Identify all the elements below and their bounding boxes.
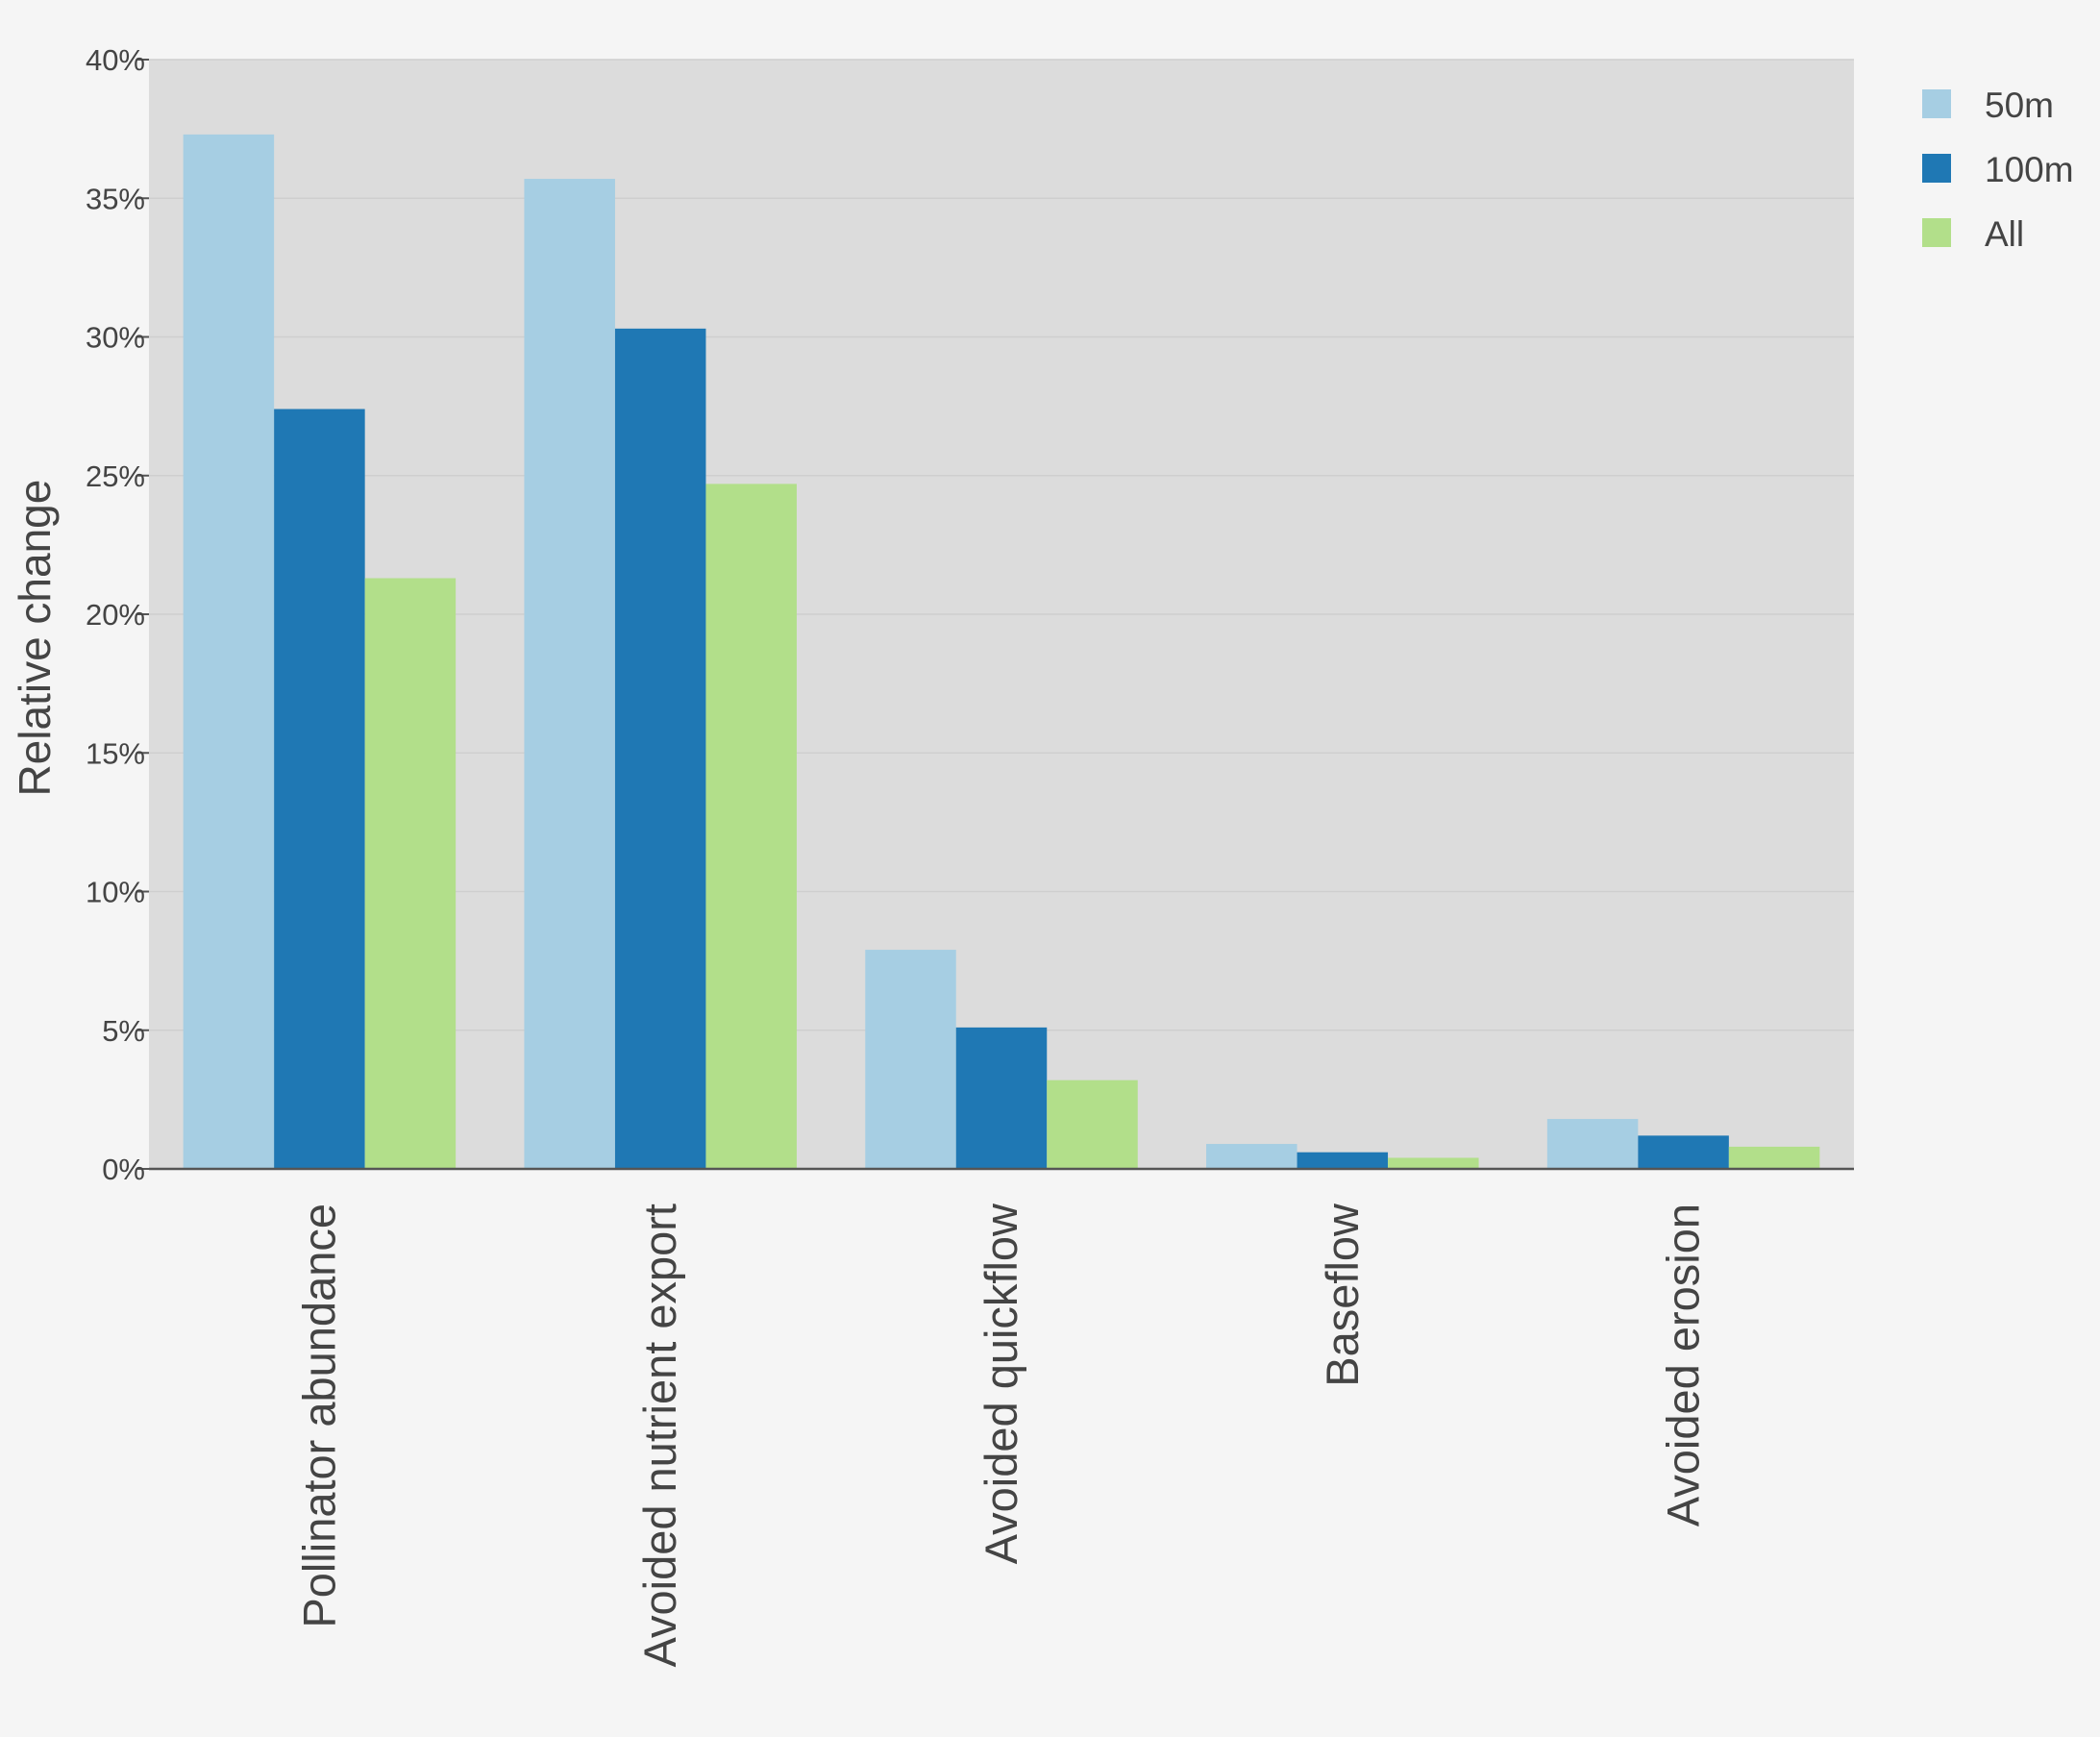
bar-50m-baseflow <box>1206 1144 1297 1169</box>
bars <box>183 134 1820 1170</box>
y-tick-label: 15% <box>86 736 145 770</box>
legend: 50m 100m All <box>1922 86 2074 254</box>
x-category-label: Pollinator abundance <box>293 1203 344 1628</box>
y-tick-label: 35% <box>86 182 145 215</box>
bar-100m-baseflow <box>1297 1152 1389 1169</box>
x-category-label: Avoided erosion <box>1658 1203 1709 1526</box>
legend-swatch-100m <box>1922 154 1951 183</box>
y-tick-label: 5% <box>102 1014 145 1048</box>
bar-all-baseflow <box>1388 1157 1479 1169</box>
y-tick-label: 25% <box>86 459 145 493</box>
x-category-label: Avoided nutrient export <box>634 1203 685 1668</box>
bar-50m-pollinator-abundance <box>183 134 275 1169</box>
bar-50m-avoided-erosion <box>1546 1119 1639 1169</box>
bar-all-avoided-nutrient-export <box>705 484 797 1169</box>
y-tick-label: 20% <box>86 598 145 632</box>
x-category-label: Baseflow <box>1317 1203 1368 1387</box>
legend-label-100m: 100m <box>1985 150 2074 189</box>
y-tick-label: 40% <box>86 43 145 77</box>
y-tick-label: 0% <box>102 1153 145 1186</box>
y-tick-label: 30% <box>86 321 145 355</box>
legend-label-all: All <box>1985 214 2024 254</box>
legend-label-50m: 50m <box>1985 86 2054 125</box>
bar-all-pollinator-abundance <box>364 578 457 1169</box>
bar-all-avoided-quickflow <box>1047 1079 1138 1169</box>
legend-swatch-50m <box>1922 89 1951 118</box>
bar-100m-pollinator-abundance <box>274 409 365 1169</box>
bar-100m-avoided-nutrient-export <box>614 328 706 1170</box>
y-axis-ticks: 0% 5% 10% 15% 20% 25% 30% 35% 40% <box>86 43 149 1186</box>
y-axis-title: Relative change <box>10 480 60 797</box>
y-tick-label: 10% <box>86 876 145 909</box>
bar-50m-avoided-nutrient-export <box>524 179 615 1170</box>
bar-100m-avoided-erosion <box>1638 1135 1729 1169</box>
bar-50m-avoided-quickflow <box>865 950 956 1169</box>
x-category-label: Avoided quickflow <box>976 1203 1026 1564</box>
x-axis-category-labels: Pollinator abundance Avoided nutrient exp… <box>293 1203 1708 1668</box>
bar-all-avoided-erosion <box>1728 1146 1820 1169</box>
legend-swatch-all <box>1922 218 1951 247</box>
bar-100m-avoided-quickflow <box>955 1027 1048 1169</box>
